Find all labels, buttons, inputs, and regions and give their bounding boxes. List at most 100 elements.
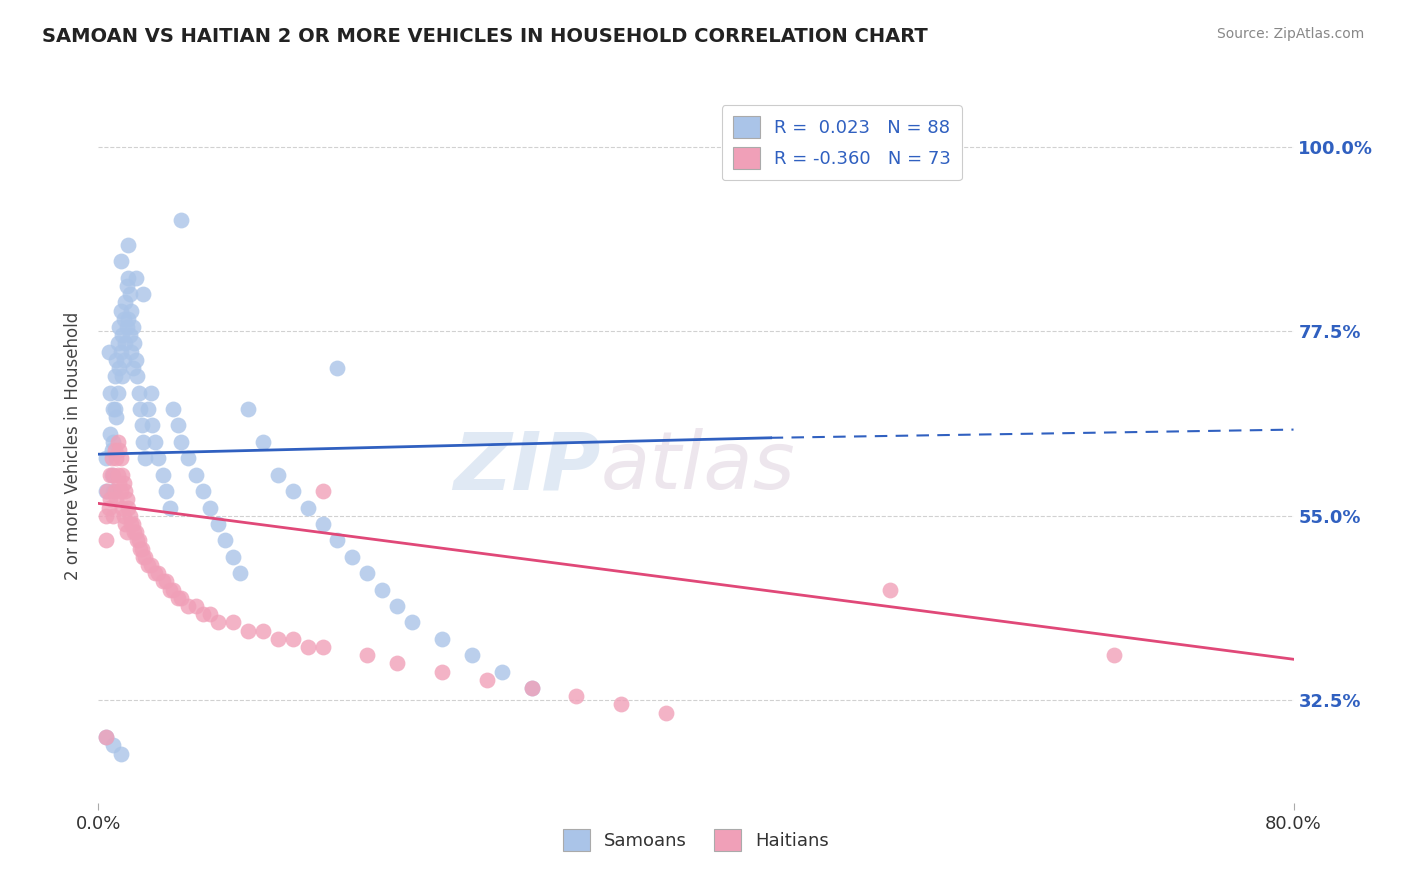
Point: [166, 418, 188, 433]
Point: [114, 295, 136, 310]
Point: [191, 484, 214, 499]
Point: [385, 599, 409, 613]
Y-axis label: 2 or more Vehicles in Household: 2 or more Vehicles in Household: [65, 312, 83, 580]
Point: [108, 320, 131, 334]
Point: [103, 467, 125, 482]
Point: [112, 475, 135, 490]
Point: [111, 500, 134, 515]
Point: [143, 434, 166, 449]
Point: [134, 451, 156, 466]
Point: [371, 582, 394, 597]
Point: [98, 385, 122, 400]
Text: Source: ZipAtlas.com: Source: ZipAtlas.com: [1216, 27, 1364, 41]
Point: [107, 434, 129, 449]
Point: [311, 516, 333, 531]
Point: [311, 640, 333, 654]
Point: [125, 525, 148, 540]
Point: [110, 254, 132, 268]
Point: [112, 311, 135, 326]
Point: [103, 508, 125, 523]
Point: [152, 574, 174, 589]
Point: [236, 402, 259, 417]
Point: [169, 213, 191, 227]
Point: [111, 369, 134, 384]
Point: [267, 467, 290, 482]
Point: [136, 402, 159, 417]
Point: [105, 352, 128, 367]
Point: [1104, 648, 1126, 662]
Point: [129, 402, 152, 417]
Point: [162, 582, 184, 597]
Point: [111, 328, 134, 343]
Point: [169, 434, 191, 449]
Point: [118, 287, 141, 301]
Point: [97, 500, 120, 515]
Point: [655, 706, 678, 720]
Point: [520, 681, 543, 695]
Point: [200, 607, 222, 622]
Point: [94, 533, 117, 548]
Point: [110, 344, 132, 359]
Point: [177, 599, 200, 613]
Point: [127, 533, 149, 548]
Point: [101, 451, 124, 466]
Point: [104, 484, 127, 499]
Point: [121, 320, 143, 334]
Point: [252, 434, 274, 449]
Point: [129, 541, 152, 556]
Point: [139, 558, 162, 572]
Point: [162, 402, 184, 417]
Point: [143, 566, 166, 581]
Point: [94, 484, 117, 499]
Point: [107, 385, 129, 400]
Point: [115, 492, 138, 507]
Point: [385, 657, 409, 671]
Point: [491, 665, 513, 679]
Point: [207, 516, 229, 531]
Point: [128, 385, 150, 400]
Point: [879, 582, 901, 597]
Point: [342, 549, 364, 564]
Point: [125, 352, 148, 367]
Point: [252, 624, 274, 638]
Point: [430, 632, 453, 646]
Point: [177, 451, 200, 466]
Point: [110, 451, 132, 466]
Point: [118, 508, 141, 523]
Point: [166, 591, 188, 605]
Point: [311, 484, 333, 499]
Point: [127, 369, 149, 384]
Point: [136, 558, 159, 572]
Point: [169, 591, 191, 605]
Point: [139, 385, 162, 400]
Point: [114, 336, 136, 351]
Point: [148, 566, 170, 581]
Point: [132, 549, 155, 564]
Point: [108, 475, 131, 490]
Point: [475, 673, 498, 687]
Point: [131, 418, 153, 433]
Point: [110, 747, 132, 761]
Point: [98, 467, 122, 482]
Point: [128, 533, 150, 548]
Point: [152, 467, 174, 482]
Point: [131, 541, 153, 556]
Point: [110, 303, 132, 318]
Point: [117, 311, 139, 326]
Point: [103, 402, 125, 417]
Point: [94, 730, 117, 744]
Point: [103, 484, 125, 499]
Point: [326, 361, 349, 376]
Point: [103, 434, 125, 449]
Point: [281, 484, 304, 499]
Point: [132, 287, 155, 301]
Point: [214, 533, 236, 548]
Point: [610, 698, 633, 712]
Point: [229, 566, 252, 581]
Point: [104, 402, 127, 417]
Point: [401, 615, 423, 630]
Point: [134, 549, 156, 564]
Point: [112, 352, 135, 367]
Point: [94, 730, 117, 744]
Point: [105, 492, 128, 507]
